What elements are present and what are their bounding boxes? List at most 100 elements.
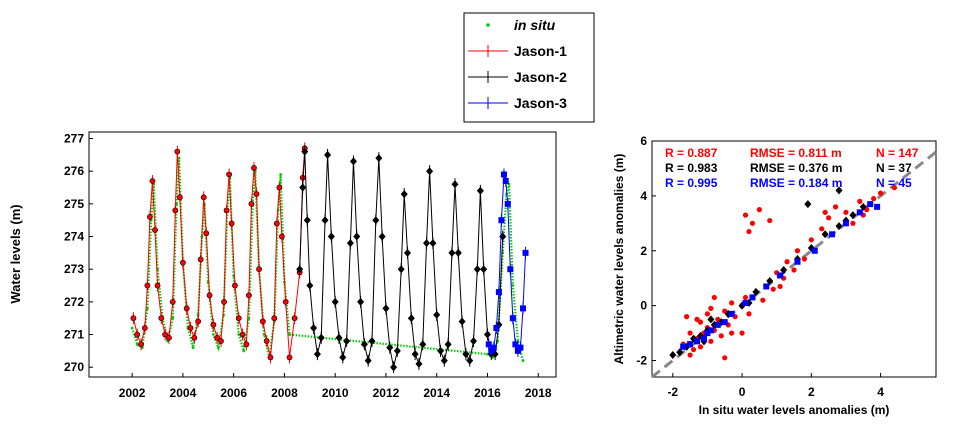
scatter-point xyxy=(676,348,684,357)
stat-r: R = 0.983 xyxy=(665,161,718,175)
x-tick-label: 2016 xyxy=(474,386,501,400)
data-point xyxy=(263,338,270,344)
scatter-point xyxy=(857,198,863,204)
x-tick-label: 2018 xyxy=(525,386,552,400)
data-point xyxy=(286,354,293,361)
scatter-point xyxy=(707,327,714,334)
scatter-point xyxy=(859,202,867,211)
y-tick-label: 0 xyxy=(640,299,647,313)
x-tick-label: 2 xyxy=(808,385,815,399)
data-point xyxy=(509,315,516,322)
legend-plus-marker xyxy=(482,71,494,83)
data-point xyxy=(251,165,257,171)
data-point xyxy=(200,194,207,201)
scatter-point xyxy=(756,207,762,213)
data-point xyxy=(454,248,462,257)
y-tick-label: 275 xyxy=(64,197,84,211)
data-point xyxy=(372,216,380,225)
data-point xyxy=(390,363,398,372)
data-point xyxy=(237,333,241,336)
data-point xyxy=(419,340,427,349)
data-point xyxy=(166,334,172,341)
scatter-point xyxy=(842,220,849,227)
scatter-point xyxy=(694,316,700,322)
scatter-point xyxy=(742,212,749,218)
scatter-point xyxy=(718,333,724,339)
scatter-point xyxy=(697,344,704,350)
y-tick-label: 4 xyxy=(640,189,647,203)
data-point xyxy=(353,232,361,241)
data-point xyxy=(172,207,179,214)
legend-label: Jason-1 xyxy=(514,43,567,59)
scatter-point xyxy=(777,272,784,279)
data-point xyxy=(317,333,325,342)
data-point xyxy=(134,331,141,338)
scatter-point xyxy=(770,286,776,292)
y-tick-label: 271 xyxy=(64,328,84,342)
scatter-point xyxy=(714,321,721,328)
data-point xyxy=(429,239,437,248)
data-point xyxy=(211,333,215,336)
data-point xyxy=(259,318,266,325)
data-point xyxy=(191,334,198,341)
scatter-point xyxy=(843,209,849,215)
data-point xyxy=(466,356,474,365)
stat-rmse: RMSE = 0.811 m xyxy=(750,146,842,160)
scatter-point xyxy=(684,314,690,320)
data-point xyxy=(521,359,525,363)
data-point xyxy=(499,232,507,241)
data-point xyxy=(423,239,431,248)
data-point xyxy=(301,147,309,156)
data-point xyxy=(141,325,148,331)
legend-entry: in situ xyxy=(486,17,556,33)
scatter-axes-box xyxy=(651,140,937,378)
scatter-point xyxy=(766,276,774,285)
stat-n: N = 37 xyxy=(876,161,912,175)
data-point xyxy=(203,230,210,237)
data-point xyxy=(444,340,452,349)
data-point xyxy=(522,249,529,256)
legend-entry: Jason-1 xyxy=(468,43,567,59)
time-series-y-label: Water levels (m) xyxy=(8,204,23,303)
scatter-series-jason-1 xyxy=(680,185,898,361)
data-point xyxy=(253,191,260,197)
data-point xyxy=(476,186,484,195)
scatter-point xyxy=(829,231,836,238)
data-point xyxy=(256,266,262,273)
data-point xyxy=(502,178,509,184)
series-line xyxy=(132,148,306,358)
data-point xyxy=(279,173,283,176)
data-point xyxy=(152,227,158,233)
scatter-point xyxy=(752,287,760,296)
x-tick-label: -2 xyxy=(667,385,678,399)
data-point xyxy=(221,298,227,305)
data-point xyxy=(451,180,459,189)
scatter-point xyxy=(849,211,857,220)
scatter-point xyxy=(707,315,715,324)
data-point xyxy=(239,331,246,338)
data-point xyxy=(458,317,466,326)
scatter-point xyxy=(749,294,756,301)
data-point xyxy=(507,266,514,273)
scatter-point xyxy=(708,338,714,344)
data-point xyxy=(327,232,335,241)
data-point xyxy=(393,346,401,355)
stat-n: N = 147 xyxy=(876,146,919,160)
x-tick-label: 2004 xyxy=(170,386,197,400)
data-point xyxy=(278,233,285,240)
data-point xyxy=(364,356,372,365)
data-point xyxy=(242,349,246,353)
scatter-point xyxy=(690,346,697,353)
scatter-series-jason-2 xyxy=(669,186,867,360)
scatter-y-label: Altimetric water levels anomalies (m) xyxy=(612,154,626,365)
data-point xyxy=(144,282,151,289)
scatter-point xyxy=(767,217,773,224)
scatter-point xyxy=(711,294,717,301)
y-tick-label: 272 xyxy=(64,295,84,309)
data-point xyxy=(291,315,298,322)
series-line xyxy=(299,151,504,368)
data-point xyxy=(195,318,202,325)
data-point xyxy=(511,284,515,287)
stat-r: R = 0.887 xyxy=(665,146,718,160)
scatter-point xyxy=(669,351,677,360)
